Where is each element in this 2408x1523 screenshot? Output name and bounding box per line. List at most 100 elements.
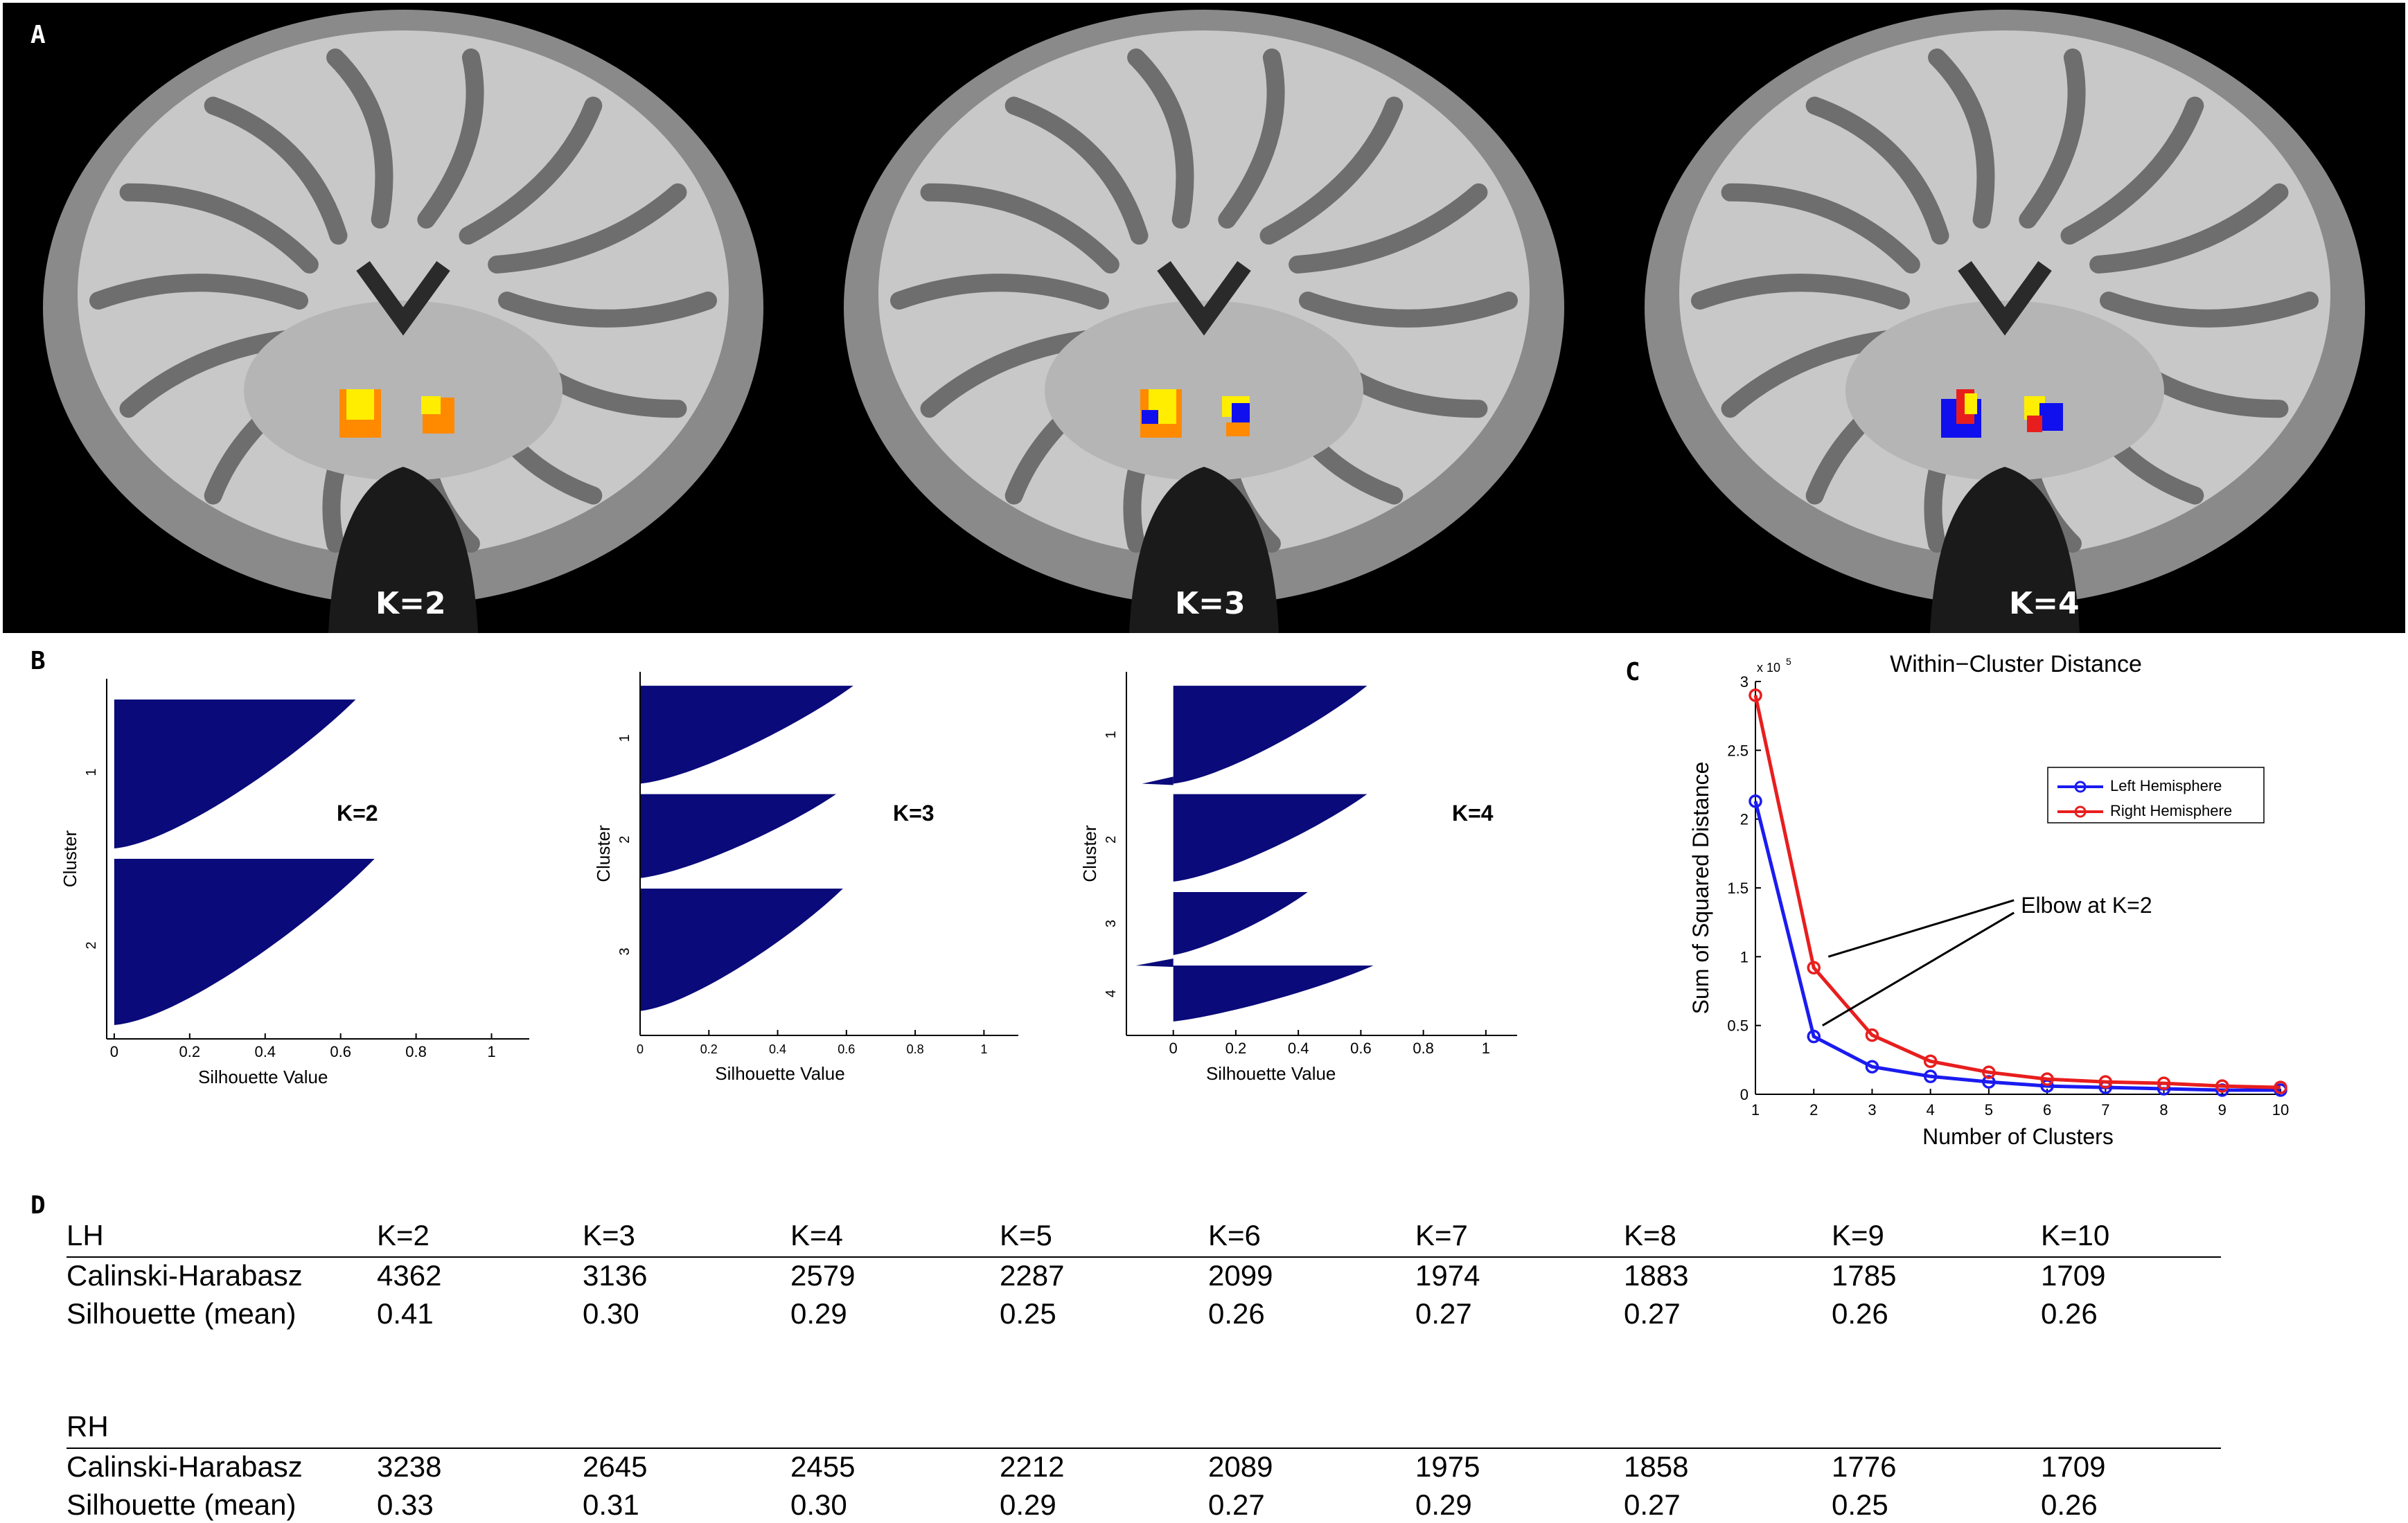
y-axis-label: Cluster [1079,825,1100,882]
x-tick-label: 1 [1482,1040,1490,1057]
x-tick-label: 1 [487,1043,495,1060]
table-cell: 0.27 [1208,1488,1265,1521]
legend-entry: Right Hemisphere [2110,802,2232,819]
y-tick-label: 2 [1740,811,1749,828]
column-header: K=5 [1000,1219,1052,1252]
x-tick-label: 4 [1927,1101,1935,1119]
sulcus [417,48,484,229]
brain-slices-row: K=2 K=3 K=4 [3,3,2405,633]
brain-k-label: K=3 [1175,586,1246,621]
x-tick-label: 0 [1169,1040,1178,1057]
table-cell: 1975 [1415,1450,1480,1483]
table-cell: 3238 [377,1450,442,1483]
x-tick-label: 0.8 [907,1042,924,1056]
cluster-tick-label: 3 [617,947,632,955]
data-point [1982,1065,1996,1079]
data-point [2098,1075,2113,1089]
x-tick-label: 0.8 [1413,1040,1434,1057]
x-axis-label: Silhouette Value [715,1063,844,1084]
silhouette-bar [1173,965,1374,1022]
cluster-voxel-blob [346,389,374,420]
panel-d-label: D [30,1191,46,1220]
silhouette-bar [640,686,853,784]
x-tick-label: 0.4 [769,1042,786,1056]
section-name: LH [67,1219,104,1252]
basal-ganglia [1045,301,1363,481]
sulcus [1004,96,1149,245]
brain-anatomy [1645,10,2365,633]
brainstem-gap [328,467,478,633]
table-cell: 1858 [1624,1450,1689,1483]
x-tick-label: 9 [2218,1101,2226,1119]
x-tick-label: 0.4 [1288,1040,1309,1057]
data-point [1923,1069,1938,1083]
table-cell: 0.26 [1832,1297,1888,1330]
table-cell: 2455 [790,1450,856,1483]
table-cell: 0.27 [1624,1488,1681,1521]
sulcus [89,274,308,310]
x-tick-label: 1 [980,1042,987,1056]
silhouette-plot-k2: 0 0.2 0.4 0.6 0.8 1 1 2 Cluster Silhouette Value K… [60,679,529,1087]
cluster-tick-label: 2 [617,836,632,844]
sulcus [1259,96,1404,245]
data-point [2157,1076,2171,1090]
brainstem-gap [1930,467,2080,633]
table-cell: 0.41 [377,1297,434,1330]
panel-b-label: B [30,647,46,675]
silhouette-bar [1173,686,1367,784]
sulcus [1127,48,1194,229]
sulcus [1805,96,1949,245]
table-cell: 2287 [1000,1259,1065,1292]
table-cell: 1883 [1624,1259,1689,1292]
data-point [1807,1029,1821,1044]
x-tick-label: 0.4 [254,1043,276,1060]
table-rule [67,1256,2221,1258]
data-point [1865,1028,1879,1042]
k-value-label: K=3 [893,801,935,826]
sulcus [1299,292,1518,328]
x-tick-label: 0 [110,1043,118,1060]
k-value-label: K=2 [337,801,378,826]
y-tick-label: 1 [1740,948,1749,965]
y-tick-label: 1.5 [1727,880,1749,897]
x-tick-label: 0.2 [700,1042,718,1056]
sulcus [326,48,393,229]
table-cell: 2212 [1000,1450,1065,1483]
x-tick-label: 0.2 [179,1043,201,1060]
panel-c-label: C [1625,658,1640,686]
column-header: K=10 [2041,1219,2110,1252]
data-point [2040,1072,2054,1086]
data-point [1807,961,1821,974]
table-cell: 0.29 [790,1297,847,1330]
x-tick-label: 0 [637,1042,644,1056]
cluster-tick-label: 1 [1104,731,1119,738]
sulcus [119,183,319,274]
silhouette-plot-k4: 0 0.2 0.4 0.6 0.8 1 1 2 3 4 Cluster Silhouette Valu… [1079,672,1517,1084]
ventricles [1157,260,1251,336]
cluster-voxel-blob [421,396,441,414]
x-axis-label: Silhouette Value [198,1067,328,1087]
silhouette-plot-k3: 0 0.2 0.4 0.6 0.8 1 1 2 3 Cluster Silhouette Value… [593,672,1018,1084]
data-point [1865,1060,1879,1074]
column-header: K=6 [1208,1219,1261,1252]
section-name: RH [67,1410,109,1443]
silhouette-bar [640,889,843,1011]
brain-slice-k4: K=4 [1604,3,2405,633]
sulcus [459,96,603,245]
sulcus [1218,48,1285,229]
elbow-annotation: Elbow at K=2 [2021,893,2152,918]
x-axis-label: Silhouette Value [1206,1063,1336,1084]
annotation-arrow [1827,899,2015,958]
x-tick-label: 2 [1809,1101,1818,1119]
silhouette-bar [1173,794,1367,882]
table-cell: 0.29 [1415,1488,1472,1521]
brain-image-k2 [43,10,763,633]
table-cell: 0.26 [1208,1297,1265,1330]
basal-ganglia [244,301,563,481]
table-cell: 0.25 [1000,1297,1056,1330]
y-tick-label: 2.5 [1727,742,1749,759]
sulcus [1289,183,1488,274]
x-tick-label: 7 [2101,1101,2109,1119]
data-point [1749,688,1762,702]
column-header: K=4 [790,1219,843,1252]
